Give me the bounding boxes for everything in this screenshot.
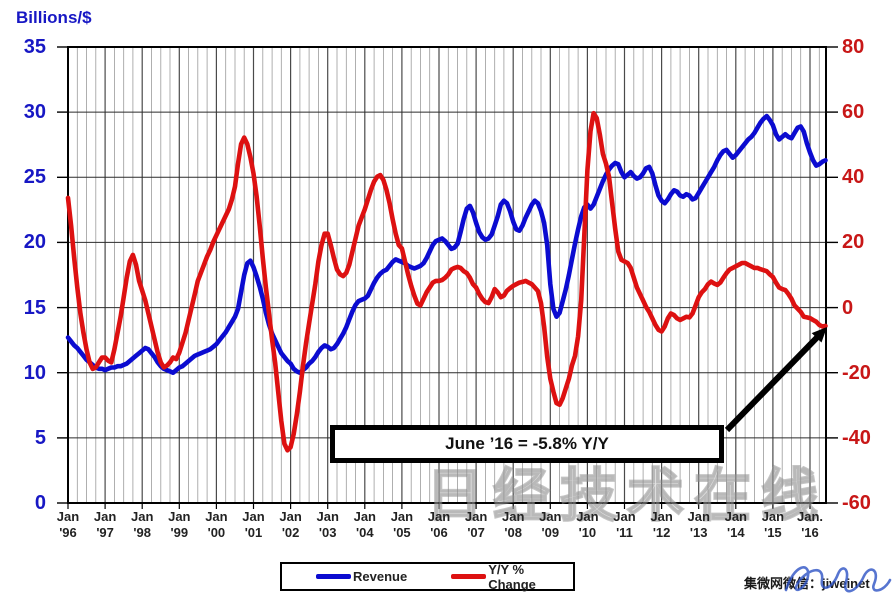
x-axis-tick-label: Jan '02: [279, 509, 302, 540]
y-axis-left-tick-label: 5: [34, 426, 46, 449]
yoy-change-line: [65, 110, 828, 453]
left-axis-title: Billions/$: [16, 8, 92, 27]
y-axis-right-tick-label: -60: [842, 492, 871, 514]
yoy-legend-swatch: [451, 574, 487, 579]
x-axis-tick-label: Jan '11: [613, 509, 636, 540]
x-axis-tick-label: Jan '98: [130, 509, 154, 540]
revenue-legend-swatch: [316, 574, 351, 579]
annotation-arrow: [724, 335, 820, 433]
x-axis-tick-label: Jan '06: [427, 509, 451, 540]
y-axis-left-tick-label: 30: [23, 101, 46, 124]
blue-signature-scribble: [784, 566, 892, 593]
x-axis-tick-label: Jan '12: [650, 509, 673, 540]
y-axis-right-tick-label: 80: [842, 36, 865, 58]
x-axis-tick-label: Jan '13: [687, 509, 710, 540]
y-axis-right-tick-label: 60: [842, 101, 865, 124]
x-axis-tick-label: Jan '96: [56, 509, 80, 540]
y-axis-left-tick-label: 35: [23, 36, 46, 58]
y-axis-left-tick-label: 10: [23, 361, 46, 384]
x-axis-tick-label: Jan '15: [761, 509, 785, 540]
y-axis-left-tick-label: 15: [23, 296, 46, 319]
revenue-legend-label: Revenue: [353, 569, 408, 584]
x-axis-tick-label: Jan '07: [464, 509, 488, 540]
x-axis-tick-label: Jan '05: [390, 509, 414, 540]
y-axis-left-tick-label: 25: [23, 166, 46, 189]
y-axis-left-tick-label: 0: [34, 492, 46, 514]
x-axis-tick-label: Jan '10: [576, 509, 599, 540]
yoy-legend-label: Y/Y % Change: [488, 561, 536, 592]
x-axis-tick-label: Jan '97: [93, 509, 117, 540]
y-axis-left-tick-label: 20: [23, 231, 46, 254]
x-axis-tick-label: Jan '04: [353, 509, 376, 540]
x-axis-tick-label: Jan '03: [316, 509, 339, 540]
y-axis-right-tick-label: 20: [842, 231, 865, 254]
x-axis-tick-label: Jan. '16: [796, 509, 823, 540]
y-axis-right-tick-label: 0: [842, 296, 854, 319]
x-axis-tick-label: Jan '08: [501, 509, 525, 540]
y-axis-right-tick-label: 40: [842, 166, 865, 189]
revenue-line: [65, 113, 828, 376]
x-axis-tick-label: Jan '14: [724, 509, 747, 540]
x-axis-tick-label: Jan '00: [205, 509, 228, 540]
x-axis-tick-label: Jan '01: [242, 509, 265, 540]
x-axis-tick-label: Jan '99: [168, 509, 191, 540]
annotation-arrowhead: [811, 327, 827, 343]
watermark-text: 日经技术在线: [425, 463, 828, 529]
x-axis-tick-label: Jan '09: [539, 509, 562, 540]
legend: Revenue Y/Y % Change: [280, 561, 575, 592]
annotation-callout-box: June ’16 = -5.8% Y/Y: [330, 425, 724, 463]
y-axis-right-tick-label: -20: [842, 361, 871, 384]
y-axis-right-tick-label: -40: [842, 426, 871, 449]
annotation-text: June ’16 = -5.8% Y/Y: [445, 434, 609, 453]
